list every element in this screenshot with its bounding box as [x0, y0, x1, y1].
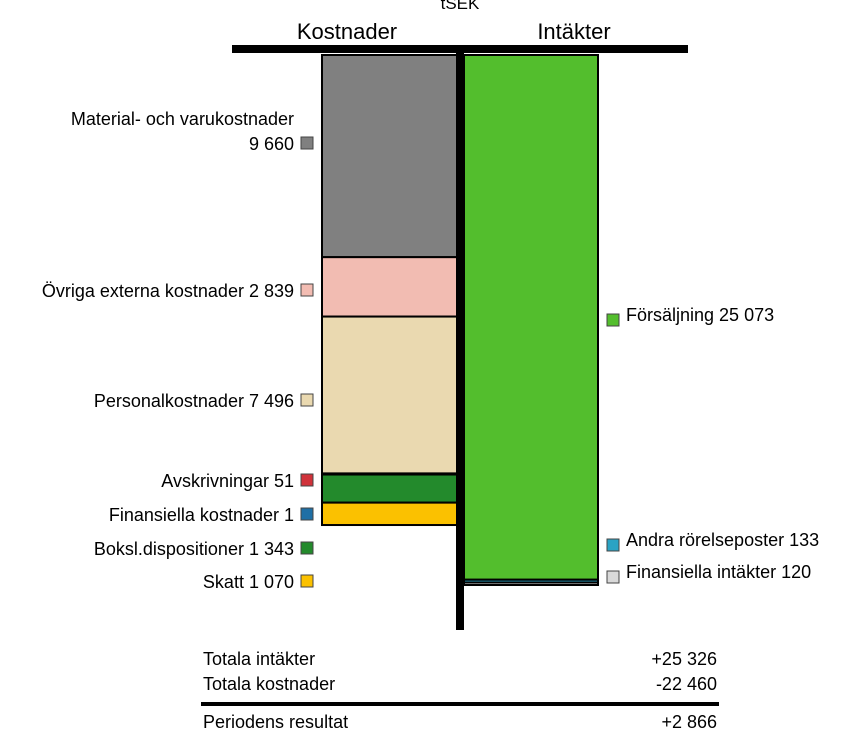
label-material-och-varukostnader: Material- och varukostnader: [71, 109, 294, 129]
legend-marker-finansiella-intakter: [606, 570, 620, 584]
column-title-intakter: Intäkter: [537, 19, 610, 44]
bar-skatt: [321, 501, 458, 527]
legend-marker-forsaljning: [606, 313, 620, 327]
unit-label: tSEK: [441, 0, 480, 13]
bar-boksl-dispositioner: [321, 473, 458, 504]
label-finansiella-kostnader: Finansiella kostnader 1: [109, 505, 294, 525]
legend-marker-andra-rorelseposter: [606, 538, 620, 552]
summary-periodens-resultat-value: +2 866: [661, 712, 717, 732]
summary-totala-intakter-value: +25 326: [651, 649, 717, 669]
legend-marker-ovriga-externa-kostnader: [300, 283, 314, 297]
bar-personalkostnader: [321, 315, 458, 475]
summary-totala-kostnader-value: -22 460: [656, 674, 717, 694]
bar-ovriga-externa-kostnader: [321, 256, 458, 318]
label-personalkostnader: Personalkostnader 7 496: [94, 391, 294, 411]
label-andra-rorelseposter: Andra rörelseposter 133: [626, 530, 819, 550]
summary-totala-kostnader-label: Totala kostnader: [203, 674, 335, 694]
bar-material-och-varukostnader: [321, 54, 458, 259]
legend-marker-finansiella-kostnader: [300, 507, 314, 521]
label-material-och-varukostnader: 9 660: [249, 134, 294, 154]
label-avskrivningar: Avskrivningar 51: [161, 471, 294, 491]
bar-finansiella-intakter: [463, 581, 599, 587]
legend-marker-skatt: [300, 574, 314, 588]
legend-marker-avskrivningar: [300, 473, 314, 487]
bar-forsaljning: [463, 54, 599, 581]
label-ovriga-externa-kostnader: Övriga externa kostnader 2 839: [42, 281, 294, 301]
label-finansiella-intakter: Finansiella intäkter 120: [626, 562, 811, 582]
legend-marker-boksl-dispositioner: [300, 541, 314, 555]
label-skatt: Skatt 1 070: [203, 572, 294, 592]
legend-marker-personalkostnader: [300, 393, 314, 407]
summary-periodens-resultat-label: Periodens resultat: [203, 712, 348, 732]
legend-marker-material-och-varukostnader: [300, 136, 314, 150]
label-boksl-dispositioner: Boksl.dispositioner 1 343: [94, 539, 294, 559]
label-forsaljning: Försäljning 25 073: [626, 305, 774, 325]
summary-totala-intakter-label: Totala intäkter: [203, 649, 315, 669]
column-title-kostnader: Kostnader: [297, 19, 397, 44]
